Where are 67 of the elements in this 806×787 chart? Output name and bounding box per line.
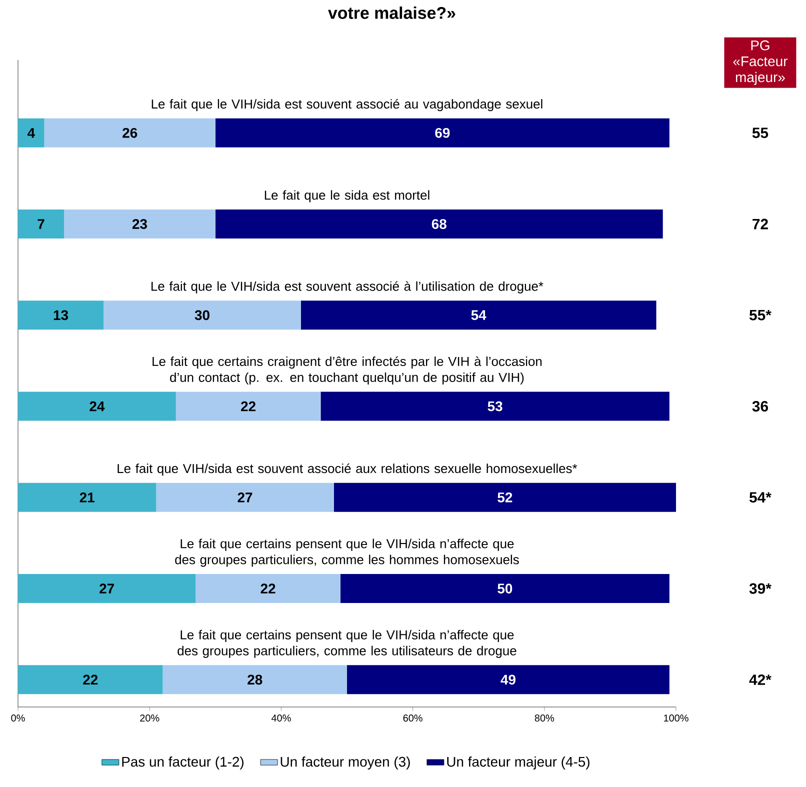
data-label: 4 bbox=[28, 128, 35, 138]
text: 72 bbox=[752, 218, 768, 230]
text: 55 bbox=[752, 128, 768, 138]
x-tick-label: 60% bbox=[403, 714, 422, 722]
bar bbox=[340, 574, 670, 604]
bar bbox=[215, 210, 663, 239]
y-tick-label: Le fait que le sida est mortel bbox=[264, 190, 430, 202]
bar bbox=[18, 118, 44, 148]
data-label: 27 bbox=[100, 584, 114, 594]
legend-label: Un facteur moyen (3) bbox=[280, 756, 410, 770]
data-label: 24 bbox=[90, 401, 105, 412]
bar bbox=[18, 210, 64, 239]
bar bbox=[64, 210, 216, 239]
bar bbox=[18, 300, 104, 330]
data-label: 21 bbox=[80, 492, 94, 502]
data-label: 54 bbox=[471, 310, 486, 320]
legend-label: Pas un facteur (1-2) bbox=[122, 756, 244, 770]
data-label: 22 bbox=[83, 674, 98, 685]
bar bbox=[334, 482, 676, 512]
bar bbox=[44, 118, 216, 148]
x-tick-label: 20% bbox=[140, 714, 160, 722]
y-tick-label: Le fait que VIH/sida est souvent associé aux relations sexuelle homosexuelles* bbox=[118, 463, 578, 476]
chart-title: votre malaise?» bbox=[328, 6, 456, 19]
bar bbox=[176, 392, 321, 421]
bar bbox=[162, 665, 348, 694]
bar bbox=[320, 392, 670, 421]
y-tick-label: Le fait que certains pensent que le VIH/sida n’affecte que des groupes particuliers, comme les hommes homosexuels bbox=[175, 538, 519, 567]
bar bbox=[18, 482, 156, 512]
data-label: 68 bbox=[432, 219, 446, 229]
data-label: 30 bbox=[194, 310, 210, 320]
y-tick-label: Le fait que certains pensent que le VIH/sida n’affecte que des groupes particuliers, comme les utilisateurs de drogue bbox=[178, 630, 516, 658]
text: 54* bbox=[749, 492, 772, 503]
bar bbox=[18, 665, 163, 694]
y-tick-label: Le fait que le VIH/sida est souvent associé au vagabondage sexuel bbox=[152, 98, 542, 112]
data-label: 22 bbox=[260, 584, 276, 594]
bar bbox=[18, 392, 176, 421]
text: PG «Facteur majeur» bbox=[733, 40, 788, 85]
text: 55* bbox=[749, 310, 772, 320]
data-label: 27 bbox=[238, 492, 252, 502]
y-tick-label: Le fait que le VIH/sida est souvent associé à l’utilisation de drogue* bbox=[152, 281, 544, 294]
text: 42* bbox=[749, 674, 772, 685]
bar bbox=[156, 482, 334, 512]
bar bbox=[104, 300, 301, 330]
bar bbox=[347, 665, 670, 694]
bar bbox=[18, 574, 196, 604]
data-label: 23 bbox=[132, 219, 147, 229]
data-label: 50 bbox=[498, 584, 512, 594]
data-label: 26 bbox=[122, 128, 138, 138]
data-label: 52 bbox=[498, 492, 512, 502]
x-tick-label: 100% bbox=[664, 714, 688, 722]
data-label: 69 bbox=[435, 128, 450, 138]
x-tick-label: 80% bbox=[534, 714, 554, 722]
text: 36 bbox=[752, 400, 768, 412]
data-label: 7 bbox=[38, 219, 44, 229]
data-label: 53 bbox=[488, 401, 502, 412]
bar bbox=[196, 574, 340, 604]
x-tick-label: 0% bbox=[11, 714, 25, 722]
data-label: 22 bbox=[241, 401, 256, 412]
bar bbox=[300, 300, 656, 330]
x-tick-label: 40% bbox=[271, 714, 291, 722]
legend-label: Un facteur majeur (4-5) bbox=[447, 756, 590, 770]
data-label: 28 bbox=[248, 674, 262, 685]
data-label: 13 bbox=[54, 310, 68, 320]
data-label: 49 bbox=[500, 674, 516, 685]
y-tick-label: Le fait que certains craignent d’être infectés par le VIH à l’occasion d’un contact (p. ex. en touchant quelqu’un de positif au VIH) bbox=[152, 356, 542, 385]
bar bbox=[215, 118, 670, 148]
text: 39* bbox=[749, 583, 772, 594]
